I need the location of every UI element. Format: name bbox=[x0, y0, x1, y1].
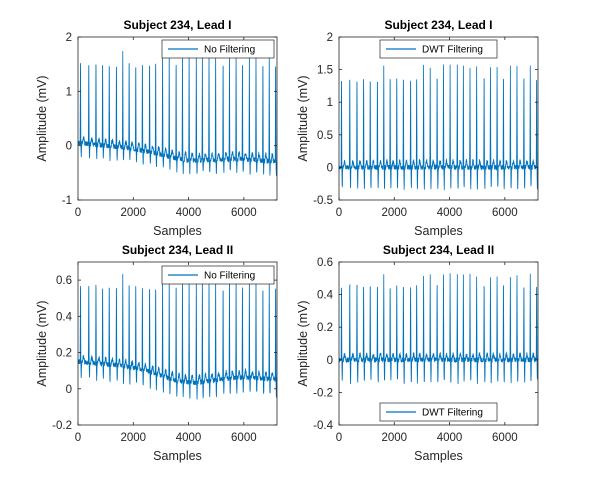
y-tick-label: -0.2 bbox=[313, 387, 333, 399]
series-line-3 bbox=[78, 272, 277, 400]
x-tick-label: 0 bbox=[336, 207, 342, 219]
y-tick-label: 0.6 bbox=[317, 257, 333, 269]
legend-label: No Filtering bbox=[204, 271, 255, 282]
x-axis-label: Samples bbox=[414, 224, 463, 238]
y-tick-label: 0.4 bbox=[56, 311, 73, 323]
series-line-1 bbox=[78, 49, 277, 176]
y-axis-label: Amplitude (mV) bbox=[296, 300, 310, 386]
x-tick-label: 0 bbox=[75, 432, 81, 444]
panel-4: 0 2000 4000 6000 -0.4 -0.2 0 0.2 0.4 0.6 Subject 2… bbox=[296, 243, 539, 463]
x-tick-label: 4000 bbox=[176, 432, 202, 444]
y-tick-label: 2 bbox=[327, 32, 333, 44]
legend-box bbox=[379, 39, 498, 59]
y-axis-label: Amplitude (mV) bbox=[296, 75, 310, 161]
chart-title: Subject 234, Lead II bbox=[383, 243, 494, 257]
legend-label: DWT Filtering bbox=[422, 408, 483, 419]
x-tick-label: 6000 bbox=[492, 432, 518, 444]
y-axis-label: Amplitude (mV) bbox=[35, 300, 49, 386]
y-tick-label: -0.5 bbox=[313, 195, 333, 207]
x-tick-label: 2000 bbox=[120, 432, 146, 444]
y-tick-label: 0 bbox=[327, 355, 333, 367]
x-tick-label: 6000 bbox=[231, 432, 257, 444]
plot-area bbox=[78, 37, 277, 200]
legend-label: No Filtering bbox=[204, 45, 255, 56]
legend-box bbox=[161, 265, 275, 285]
series-line-4 bbox=[339, 273, 538, 384]
y-tick-label: 0 bbox=[66, 141, 72, 153]
x-tick-label: 2000 bbox=[381, 207, 407, 219]
y-tick-label: 1 bbox=[327, 97, 333, 109]
x-axis-label: Samples bbox=[153, 224, 202, 238]
chart-title: Subject 234, Lead I bbox=[384, 18, 492, 32]
y-tick-label: 0.2 bbox=[317, 322, 333, 334]
x-tick-label: 4000 bbox=[437, 207, 463, 219]
y-tick-label: -0.2 bbox=[52, 420, 72, 432]
y-tick-label: 0.2 bbox=[56, 348, 72, 360]
y-tick-label: 0 bbox=[66, 384, 72, 396]
legend-box bbox=[161, 39, 275, 59]
y-tick-label: 1 bbox=[66, 86, 72, 98]
x-tick-label: 0 bbox=[75, 207, 81, 219]
x-tick-label: 4000 bbox=[176, 207, 202, 219]
axes-box bbox=[338, 36, 539, 201]
legend: No Filtering bbox=[161, 39, 275, 59]
y-tick-label: 1.5 bbox=[317, 65, 333, 77]
x-tick-label: 2000 bbox=[381, 432, 407, 444]
legend-box bbox=[379, 402, 498, 422]
y-tick-label: 2 bbox=[66, 32, 72, 44]
x-tick-label: 6000 bbox=[231, 207, 257, 219]
axes-box bbox=[77, 36, 278, 201]
y-tick-label: 0.5 bbox=[317, 130, 333, 142]
y-tick-label: 0 bbox=[327, 162, 333, 174]
legend: No Filtering bbox=[161, 265, 275, 285]
legend: DWT Filtering bbox=[379, 402, 498, 422]
y-tick-label: -0.4 bbox=[313, 420, 333, 432]
legend: DWT Filtering bbox=[379, 39, 498, 59]
plot-area bbox=[339, 262, 538, 425]
chart-title: Subject 234, Lead I bbox=[123, 18, 231, 32]
y-axis-label: Amplitude (mV) bbox=[35, 75, 49, 161]
axes-box bbox=[77, 261, 278, 426]
y-tick-label: -1 bbox=[62, 195, 72, 207]
chart-title: Subject 234, Lead II bbox=[122, 243, 233, 257]
x-tick-label: 0 bbox=[336, 432, 342, 444]
y-tick-label: 0.4 bbox=[317, 290, 334, 302]
y-tick-label: 0.6 bbox=[56, 275, 72, 287]
x-tick-label: 4000 bbox=[437, 432, 463, 444]
x-axis-label: Samples bbox=[153, 449, 202, 463]
legend-label: DWT Filtering bbox=[422, 45, 483, 56]
series-line-2 bbox=[339, 64, 538, 191]
plot-area bbox=[78, 262, 277, 425]
x-tick-label: 2000 bbox=[120, 207, 146, 219]
x-axis-label: Samples bbox=[414, 449, 463, 463]
x-tick-label: 6000 bbox=[492, 207, 518, 219]
axes-box bbox=[338, 261, 539, 426]
